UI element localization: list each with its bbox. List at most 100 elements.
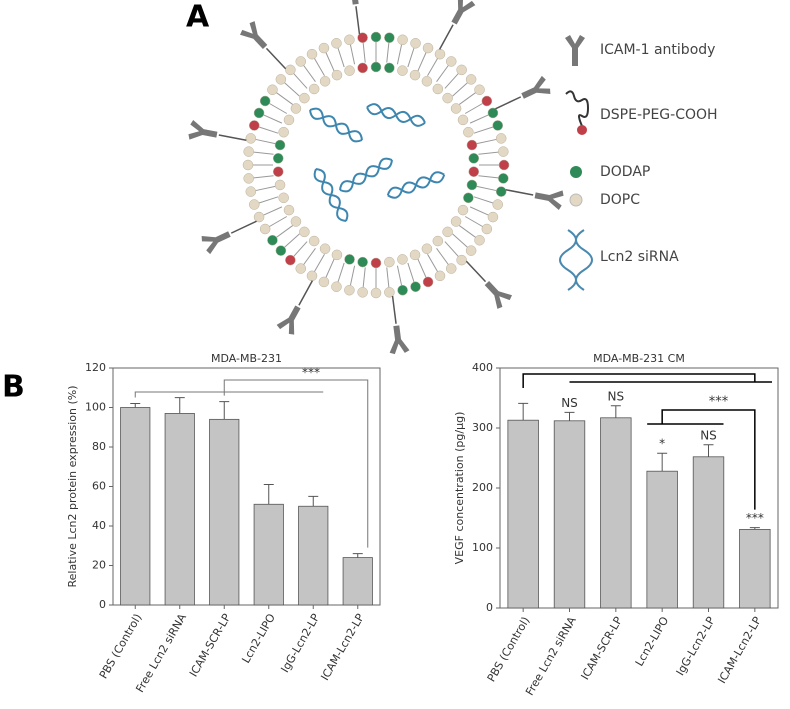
lipid-head <box>422 42 434 54</box>
lipid-tail <box>407 262 415 283</box>
lipid-head <box>384 32 395 43</box>
lipid-tail <box>314 253 325 272</box>
lipid-head <box>450 103 462 114</box>
bracket <box>661 409 756 510</box>
sirna-icon <box>559 229 593 291</box>
significance-label: NS <box>561 396 578 410</box>
lipid-tail <box>263 114 283 124</box>
sirna <box>313 168 349 222</box>
bracket-label: *** <box>302 366 320 380</box>
peg-linker <box>355 6 361 35</box>
peg-linker <box>391 295 397 324</box>
lipid-head <box>409 69 421 81</box>
y-tick-label: 100 <box>472 541 493 554</box>
lipid-head <box>290 216 302 227</box>
antibody <box>484 281 512 309</box>
lipid-head <box>308 83 320 95</box>
lipid-head <box>249 199 260 210</box>
lipid-tail <box>284 82 300 97</box>
lipid-tail <box>396 44 403 65</box>
lipid-head <box>442 226 453 238</box>
lipid-tail <box>325 52 335 72</box>
diagram-legend: ICAM-1 antibody DSPE-PEG-COOH DODAP DOPC… <box>559 35 718 291</box>
lipid-head <box>245 133 257 144</box>
lipid-head <box>466 179 478 191</box>
lipid-head <box>498 159 510 171</box>
lipid-tail <box>253 151 274 155</box>
lipid-head <box>344 284 355 296</box>
y-tick-label: 20 <box>92 559 106 572</box>
bar <box>739 529 771 609</box>
lipid-head <box>450 216 462 227</box>
x-tick-label: ICAM-Lcn2-LP <box>715 614 764 686</box>
antibody <box>389 325 410 355</box>
bracket <box>522 373 756 388</box>
lipid-tail <box>303 65 316 82</box>
lipid-head <box>457 114 469 126</box>
lipid-tail <box>258 126 279 134</box>
sirna <box>386 171 446 199</box>
lipid-head <box>278 192 289 204</box>
lipid-tail <box>325 258 335 278</box>
y-tick-label: 100 <box>85 401 106 414</box>
panel-label: B <box>2 370 25 405</box>
error-bar <box>610 405 621 418</box>
lipid-head <box>285 64 296 76</box>
x-tick-label: ICAM-SCR-LP <box>579 614 626 682</box>
lipid-head <box>306 270 318 282</box>
lipid-head <box>331 69 343 81</box>
error-bar <box>174 397 185 414</box>
lipid-head <box>331 249 343 261</box>
lipid-head <box>344 254 355 265</box>
y-tick-label: 300 <box>472 421 493 434</box>
y-tick-label: 0 <box>99 598 106 611</box>
lipid-head <box>498 173 509 184</box>
antibody <box>451 0 476 25</box>
lipid-head <box>410 38 421 49</box>
panel-label: A <box>186 0 210 35</box>
significance-label: NS <box>700 428 717 442</box>
bar <box>164 413 195 606</box>
lipid-head <box>344 34 355 46</box>
legend-label: DODAP <box>600 164 650 180</box>
sirna <box>339 157 393 193</box>
lipid-head <box>267 84 278 96</box>
lipid-tail <box>253 175 274 179</box>
significance-label: NS <box>608 389 625 403</box>
lipid-tail <box>417 258 427 278</box>
lipid-head <box>267 234 278 246</box>
lipid-head <box>463 192 474 204</box>
error-bar <box>308 495 319 507</box>
lipid-head <box>421 76 433 87</box>
antibody <box>342 0 363 5</box>
x-tick-label: ICAM-SCR-LP <box>187 611 234 679</box>
lipid-head <box>295 263 307 274</box>
plot-frame <box>499 367 779 609</box>
lipid-head <box>275 245 287 256</box>
bracket <box>223 379 369 548</box>
x-tick-label: Free Lcn2 siRNA <box>523 614 579 698</box>
lipid-head <box>384 256 395 268</box>
lipid-tail <box>314 58 325 77</box>
significance-label: * <box>659 437 665 451</box>
lipid-tail <box>255 185 276 192</box>
lipid-head <box>409 249 421 261</box>
lipid-tail <box>293 73 308 89</box>
lipid-head <box>344 65 355 76</box>
error-bar <box>749 527 760 530</box>
sirna <box>366 103 426 127</box>
lipid-tail <box>386 267 390 288</box>
antibody <box>521 75 551 99</box>
lipid-head <box>272 166 284 177</box>
lipid-head <box>474 234 485 246</box>
lipid-head <box>253 211 265 223</box>
lipid-tail <box>349 265 356 286</box>
lipid-head <box>474 84 485 96</box>
antibody <box>201 231 231 255</box>
bracket <box>134 391 324 398</box>
peg-linker <box>265 47 287 70</box>
bar <box>692 456 725 609</box>
lipid-head <box>466 139 478 151</box>
lipid-head <box>370 61 382 73</box>
lipid-head <box>397 284 408 296</box>
